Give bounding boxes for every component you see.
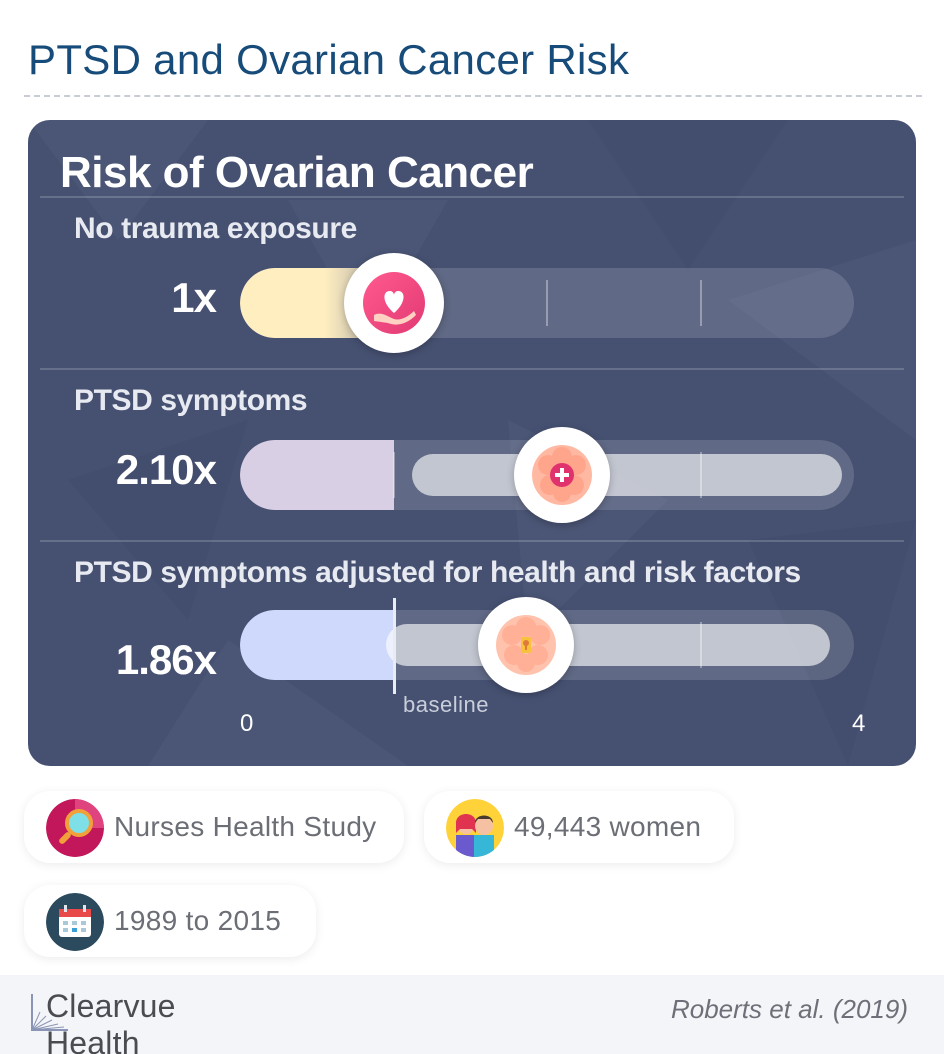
gridline-3 — [699, 452, 702, 498]
category-label-ptsd-adjusted: PTSD symptoms adjusted for health and ri… — [74, 556, 801, 589]
calendar-icon — [46, 893, 104, 951]
brain-keyhole-icon — [477, 597, 574, 693]
value-label-no-trauma: 1x — [171, 274, 217, 321]
category-label-ptsd: PTSD symptoms — [74, 384, 308, 417]
participants-chip: 49,443 women — [424, 791, 734, 863]
gridline-1 — [392, 452, 395, 498]
divider — [40, 368, 904, 370]
category-label-no-trauma: No trauma exposure — [74, 212, 357, 245]
citation: Roberts et al. (2019) — [670, 994, 908, 1024]
chart-panel: Risk of Ovarian Cancer No trauma exposur… — [28, 120, 916, 766]
magnifier-icon — [46, 799, 104, 857]
axis-max-label: 4 — [852, 710, 866, 737]
logo-mark-icon — [31, 994, 68, 1031]
background-pattern — [68, 120, 916, 766]
participant-count: 49,443 women — [514, 811, 702, 842]
bar-track-no-trauma — [240, 268, 854, 338]
study-period: 1989 to 2015 — [114, 905, 282, 936]
value-label-ptsd: 2.10x — [115, 446, 217, 493]
gridline-3 — [699, 280, 702, 326]
gridline-3 — [699, 622, 702, 668]
baseline-marker — [392, 598, 396, 694]
brain-plus-icon — [514, 427, 611, 523]
bar-track-ptsd-adjusted — [240, 610, 854, 680]
value-label-ptsd-adjusted: 1.86x — [115, 636, 217, 683]
bar-highlight-ptsd — [411, 454, 842, 496]
bar-highlight-ptsd-adjusted — [385, 624, 830, 666]
divider — [40, 196, 904, 198]
axis-min-label: 0 — [240, 710, 254, 737]
bar-ptsd-adjusted — [240, 610, 394, 680]
brand-name: Clearvue Health — [46, 988, 176, 1054]
panel-title: Risk of Ovarian Cancer — [60, 148, 534, 197]
brand-logo: Clearvue Health — [30, 988, 270, 1054]
study-chip: Nurses Health Study — [24, 791, 404, 863]
baseline-label: baseline — [403, 692, 489, 717]
heart-hand-icon — [343, 253, 444, 353]
gridline-2 — [546, 280, 548, 326]
people-icon — [446, 799, 504, 857]
title-divider — [24, 95, 922, 97]
page-title: PTSD and Ovarian Cancer Risk — [28, 36, 630, 83]
period-chip: 1989 to 2015 — [24, 885, 316, 957]
bar-ptsd — [240, 440, 394, 510]
divider — [40, 540, 904, 542]
study-name: Nurses Health Study — [114, 811, 377, 842]
